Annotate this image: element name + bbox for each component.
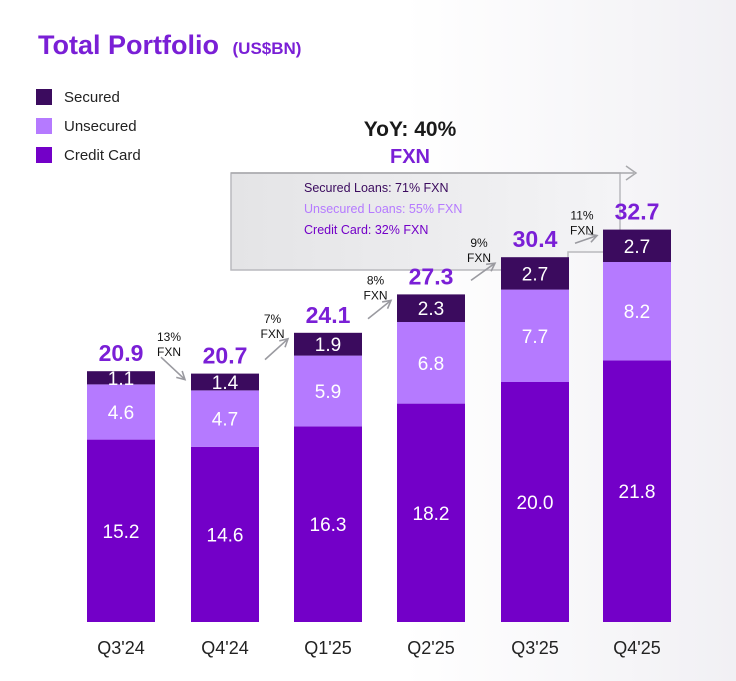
growth-arrow-line — [574, 234, 598, 244]
bar-secured-5 — [603, 229, 671, 262]
yoy-line-1: Unsecured Loans: 55% FXN — [304, 202, 462, 216]
yoy-sub: FXN — [390, 146, 430, 168]
bar-secured-0 — [87, 371, 155, 385]
growth-arrow-head — [381, 299, 393, 310]
bar-value-label: 1.4 — [212, 373, 239, 394]
x-tick-label: Q1'25 — [304, 638, 351, 658]
growth-arrow-head — [176, 370, 187, 381]
growth-pct-label: 7% — [264, 312, 282, 326]
bar-unsecured-5 — [603, 262, 671, 361]
bar-total-label: 27.3 — [409, 263, 454, 289]
x-tick-label: Q3'24 — [97, 638, 144, 658]
growth-unit-label: FXN — [261, 327, 285, 341]
bar-credit-card-1 — [191, 446, 259, 622]
x-tick-label: Q4'24 — [201, 638, 248, 658]
bar-credit-card-4 — [501, 382, 569, 622]
bar-value-label: 18.2 — [413, 504, 450, 525]
yoy-lines: Secured Loans: 71% FXN Unsecured Loans: 5… — [304, 181, 462, 237]
bar-value-label: 15.2 — [103, 522, 140, 543]
bar-unsecured-4 — [501, 289, 569, 382]
growth-pct-label: 9% — [470, 236, 488, 250]
legend-label-unsecured: Unsecured — [64, 118, 137, 135]
yoy-arrow-head — [625, 165, 638, 181]
bar-value-label: 7.7 — [522, 327, 548, 348]
bar-total-label: 24.1 — [306, 302, 351, 328]
bar-value-label: 2.7 — [624, 237, 650, 258]
bar-unsecured-3 — [397, 322, 465, 404]
yoy-headline: YoY: 40% — [364, 118, 457, 141]
bar-value-label: 8.2 — [624, 302, 650, 323]
growth-arrow-head — [587, 233, 599, 243]
svg-text:Total Portfolio (US$BN): Total Portfolio (US$BN) — [38, 30, 301, 60]
legend-label-credit-card: Credit Card — [64, 147, 141, 164]
bar-total-label: 30.4 — [513, 226, 558, 252]
growth-pct-label: 13% — [157, 330, 181, 344]
bars: 15.2 4.6 1.1 20.9 14.6 4.7 1.4 20.7 16.3 5.9 1.9 24… — [87, 199, 671, 622]
yoy-line-2: Credit Card: 32% FXN — [304, 223, 428, 237]
bar-value-label: 1.1 — [108, 369, 134, 390]
chart-title: Total Portfolio — [38, 30, 219, 60]
x-tick-label: Q4'25 — [613, 638, 660, 658]
growth-arrow-line — [160, 356, 186, 381]
legend-swatch-unsecured — [36, 118, 52, 134]
bar-unsecured-1 — [191, 390, 259, 447]
growth-unit-label: FXN — [467, 251, 491, 265]
bar-value-label: 2.3 — [418, 299, 444, 320]
x-axis: Q3'24 Q4'24 Q1'25 Q2'25 Q3'25 Q4'25 — [97, 638, 660, 658]
bar-credit-card-5 — [603, 360, 671, 622]
yoy-line-0: Secured Loans: 71% FXN — [304, 181, 449, 195]
legend-label-secured: Secured — [64, 89, 120, 106]
bar-credit-card-0 — [87, 439, 155, 622]
bar-secured-1 — [191, 373, 259, 391]
bar-value-label: 6.8 — [418, 354, 444, 375]
growth-arrow-line — [367, 299, 392, 320]
bar-value-label: 14.6 — [207, 525, 244, 546]
growth-pct-label: 8% — [367, 273, 385, 287]
bar-unsecured-0 — [87, 384, 155, 440]
growth-arrow-line — [470, 262, 496, 282]
legend-swatch-credit-card — [36, 147, 52, 163]
growth-unit-label: FXN — [157, 345, 181, 359]
legend: Secured Unsecured Credit Card — [36, 89, 141, 164]
bar-unsecured-2 — [294, 355, 362, 427]
growth-pct-label: 11% — [570, 209, 593, 223]
x-tick-label: Q3'25 — [511, 638, 558, 658]
bar-total-label: 20.7 — [203, 343, 248, 369]
bar-value-label: 5.9 — [315, 382, 341, 403]
growth-unit-label: FXN — [364, 288, 388, 302]
bar-total-label: 20.9 — [99, 340, 144, 366]
bar-value-label: 4.6 — [108, 403, 134, 424]
bar-credit-card-2 — [294, 426, 362, 622]
bar-total-label: 32.7 — [615, 199, 660, 225]
x-tick-label: Q2'25 — [407, 638, 454, 658]
bar-value-label: 4.7 — [212, 410, 238, 431]
yoy-callout: YoY: 40% FXN Secured Loans: 71% FXN Unsec… — [230, 118, 638, 271]
growth-arrow-head — [485, 262, 497, 272]
bar-value-label: 21.8 — [619, 482, 656, 503]
bar-secured-3 — [397, 294, 465, 322]
growth-arrow-line — [264, 338, 289, 361]
bar-credit-card-3 — [397, 403, 465, 622]
bar-value-label: 2.7 — [522, 264, 548, 285]
bar-value-label: 1.9 — [315, 335, 341, 356]
growth-arrow-head — [279, 337, 290, 348]
bar-value-label: 20.0 — [517, 493, 554, 514]
chart-title-unit: (US$BN) — [233, 39, 302, 58]
bar-secured-2 — [294, 332, 362, 356]
legend-swatch-secured — [36, 89, 52, 105]
bar-value-label: 16.3 — [310, 515, 347, 536]
bar-secured-4 — [501, 257, 569, 290]
growth-unit-label: FXN — [570, 224, 594, 238]
